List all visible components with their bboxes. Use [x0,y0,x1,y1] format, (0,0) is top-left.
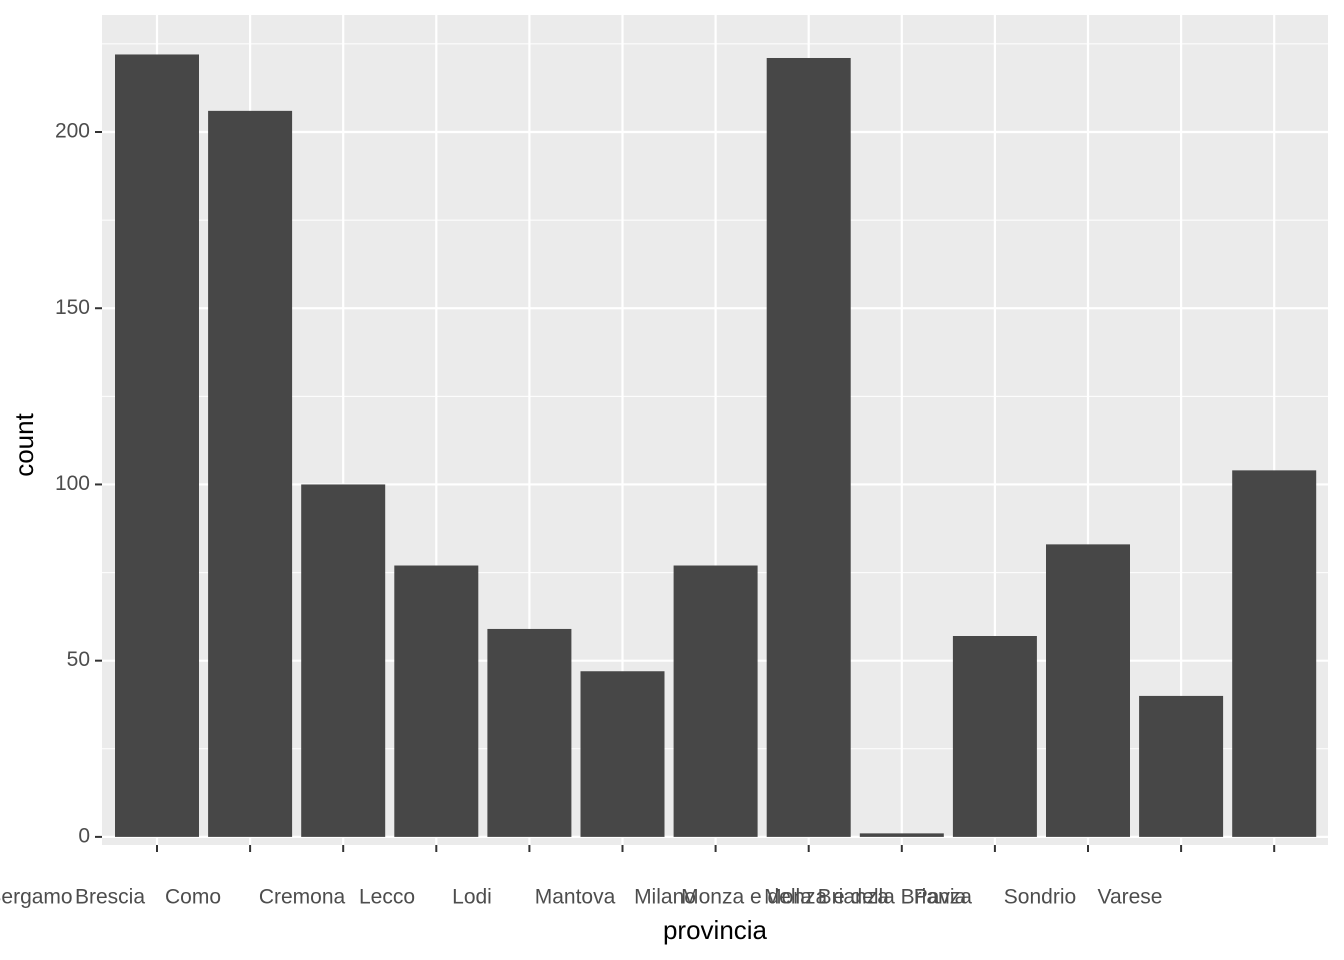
x-tick-label: Lodi [452,886,492,909]
bar [1232,470,1317,837]
bar [1046,544,1130,837]
x-tick-label: Sondrio [1004,886,1076,909]
bar [115,54,199,837]
x-tick-label: Mantova [535,886,616,909]
x-tick-label: Milano [634,886,696,909]
y-tick-label: 50 [67,648,90,671]
bar [859,833,944,837]
x-tick-label: Bergamo [0,886,73,909]
bar [487,628,572,837]
y-axis-title: count [9,412,39,476]
x-tick-label: Pavia [914,886,967,909]
bar [301,484,386,837]
y-tick-label: 150 [55,296,90,319]
bar [394,565,479,837]
y-tick-label: 100 [55,472,90,495]
x-axis-title: provincia [663,915,768,945]
x-tick-label: Monza e della Brianza [681,886,889,909]
x-tick-label: Monza e della Brianza [764,886,972,909]
bar [673,565,758,837]
bar [1139,695,1224,837]
y-tick-label: 200 [55,120,90,143]
x-tick-label: Brescia [75,886,145,909]
bar [766,57,851,837]
x-tick-label: Como [165,886,221,909]
bar [952,636,1037,837]
bar [580,671,665,837]
bar [208,110,293,837]
x-tick-label: Cremona [259,886,346,909]
y-tick-label: 0 [78,824,90,847]
x-tick-label: Varese [1098,886,1163,909]
x-tick-label: Lecco [359,886,415,909]
